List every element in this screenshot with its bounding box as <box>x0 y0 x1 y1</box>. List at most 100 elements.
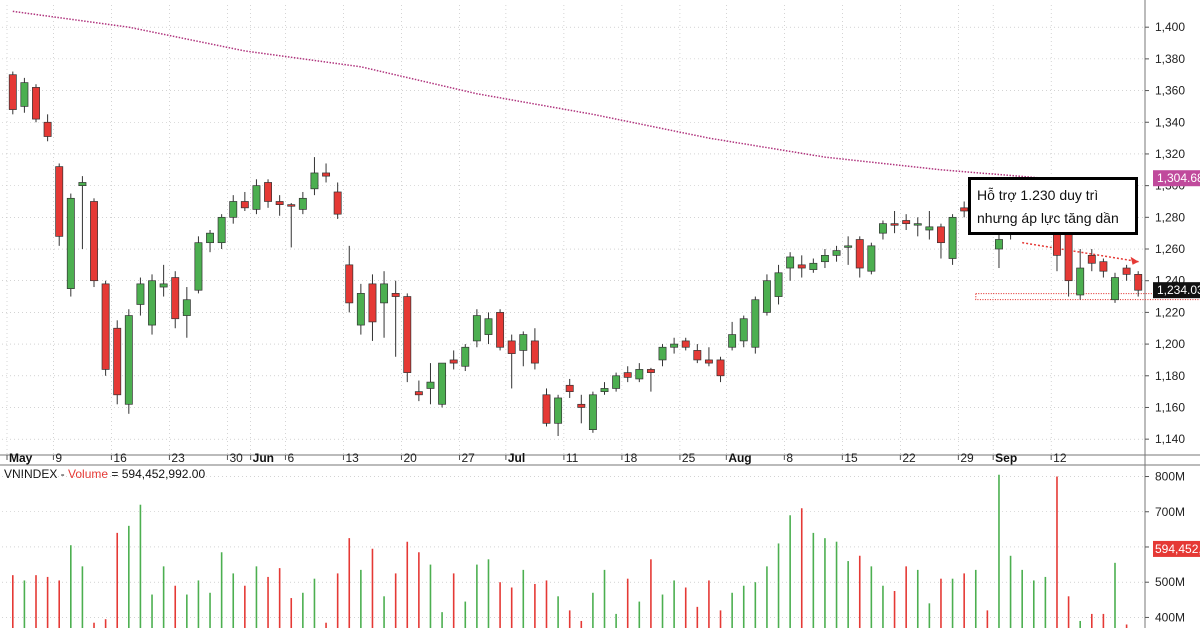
candle-body <box>751 299 760 348</box>
date-tick-label: 22 <box>902 451 916 465</box>
candle-body <box>426 381 435 389</box>
candle-body <box>925 226 934 231</box>
candle-body <box>809 262 818 270</box>
price-tick-label: 1,320 <box>1155 147 1185 161</box>
candle-body <box>1122 267 1131 275</box>
candle-body <box>530 340 539 364</box>
price-tick-label: 1,360 <box>1155 84 1185 98</box>
candle-body <box>472 315 481 342</box>
volume-title-series: Volume <box>68 467 108 481</box>
candle-body <box>438 362 447 405</box>
date-tick-label: 27 <box>461 451 475 465</box>
volume-tick-label: 800M <box>1155 470 1185 484</box>
date-tick-label: 23 <box>171 451 185 465</box>
price-tick-label: 1,200 <box>1155 337 1185 351</box>
candle-body <box>693 350 702 361</box>
date-tick-label: 30 <box>229 451 243 465</box>
candle-body <box>264 182 272 202</box>
candle-body <box>507 340 516 354</box>
candle-body <box>1111 277 1119 301</box>
candle-body <box>820 255 829 263</box>
candle-body <box>554 397 563 424</box>
candle-body <box>786 256 795 269</box>
last-price-badge <box>1153 282 1200 299</box>
date-tick-label: 11 <box>566 451 579 465</box>
candle-body <box>148 280 156 326</box>
candle-body <box>623 372 632 378</box>
date-tick-label: Jun <box>253 451 274 465</box>
support-annotation: Hỗ trợ 1.230 duy trì nhưng áp lực tăng d… <box>968 177 1138 235</box>
candle-body <box>322 172 331 177</box>
volume-panel: VNINDEX - Volume = 594,452,992.00 400M 50… <box>0 464 1200 628</box>
candle-body <box>368 283 377 323</box>
candle-body <box>844 245 853 248</box>
candle-body <box>832 250 841 256</box>
candle-body <box>136 283 145 305</box>
ma-value-badge <box>1153 170 1200 187</box>
volume-title-prefix: VNINDEX - <box>4 467 68 481</box>
candle-body <box>32 87 40 120</box>
last-volume-badge <box>1153 540 1200 557</box>
candle-body <box>356 293 365 326</box>
candle-body <box>879 223 887 234</box>
price-tick-label: 1,380 <box>1155 52 1185 66</box>
date-tick-label: 18 <box>624 451 638 465</box>
candle-body <box>890 223 899 226</box>
date-tick-label: 15 <box>844 451 858 465</box>
price-tick-label: 1,260 <box>1155 242 1185 256</box>
candle-body <box>414 391 423 396</box>
date-tick-label: 13 <box>345 451 359 465</box>
price-tick-label: 1,280 <box>1155 210 1185 224</box>
date-tick-label: 29 <box>960 451 974 465</box>
date-tick-label: 6 <box>287 451 294 465</box>
candle-body <box>113 327 122 396</box>
candle-body <box>728 334 737 348</box>
candle-body <box>101 283 110 370</box>
candle-body <box>960 207 969 212</box>
candle-body <box>704 359 713 364</box>
candle-body <box>275 201 284 205</box>
price-tick-label: 1,140 <box>1155 432 1185 446</box>
moving-average-line <box>12 10 1127 184</box>
last-price-label: 1,234.03 <box>1157 283 1200 297</box>
date-tick-label: 25 <box>682 451 696 465</box>
candle-body <box>948 216 957 259</box>
candle-body <box>1099 261 1108 272</box>
date-tick-label: Sep <box>995 451 1017 465</box>
date-tick-label: 8 <box>786 451 793 465</box>
candle-body <box>519 334 528 351</box>
candle-body <box>937 226 945 244</box>
candle-body <box>252 185 261 210</box>
date-tick-label: 20 <box>403 451 417 465</box>
candle-body <box>333 191 342 215</box>
candle-body <box>449 359 458 364</box>
candle-body <box>577 403 586 408</box>
candle-body <box>182 299 191 316</box>
candle-body <box>229 201 238 218</box>
candle-body <box>310 172 319 190</box>
date-tick-label: Aug <box>728 451 751 465</box>
volume-tick-label: 400M <box>1155 610 1185 624</box>
candle-body <box>670 343 679 348</box>
candle-body <box>43 121 52 137</box>
candle-body <box>762 280 771 313</box>
candle-body <box>484 318 493 335</box>
candle-body <box>345 264 354 304</box>
candle-body <box>855 239 864 269</box>
candle-body <box>298 197 307 210</box>
last-volume-label: 594,452, <box>1155 542 1200 556</box>
volume-tick-label: 700M <box>1155 505 1185 519</box>
price-tick-label: 1,220 <box>1155 305 1185 319</box>
candle-body <box>206 232 214 244</box>
volume-tick-label: 500M <box>1155 575 1185 589</box>
candle-body <box>240 201 249 209</box>
candle-body <box>913 223 922 226</box>
ma-value-label: 1,304.68 <box>1157 171 1200 185</box>
price-tick-label: 1,400 <box>1155 20 1185 34</box>
candle-body <box>612 375 621 389</box>
candle-body <box>217 216 226 244</box>
candle-body <box>403 296 412 373</box>
candle-body <box>171 277 180 320</box>
